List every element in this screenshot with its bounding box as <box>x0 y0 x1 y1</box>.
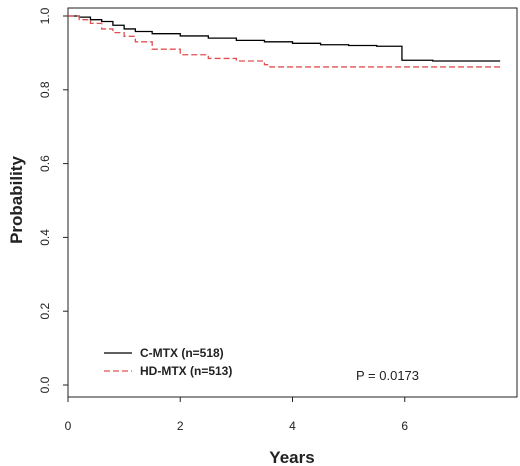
x-axis-title: Years <box>269 448 314 466</box>
x-axis: 0 2 4 6 <box>65 397 408 433</box>
y-axis: 0.0 0.2 0.4 0.6 0.8 1.0 <box>38 7 68 393</box>
series-lines <box>68 15 501 68</box>
y-tick-label: 0.6 <box>38 155 52 172</box>
y-tick-label: 0.4 <box>38 229 52 246</box>
p-value-annotation: P = 0.0173 <box>356 368 419 383</box>
y-tick-label: 0.0 <box>38 376 52 393</box>
series-line-c-mtx <box>68 15 501 62</box>
x-tick-label: 4 <box>289 419 296 433</box>
series-line-hd-mtx <box>68 15 501 68</box>
y-tick-label: 0.8 <box>38 81 52 98</box>
legend-label: HD-MTX (n=513) <box>140 364 232 378</box>
y-tick-label: 0.2 <box>38 303 52 320</box>
legend-label: C-MTX (n=518) <box>140 346 224 360</box>
x-tick-label: 0 <box>65 419 72 433</box>
x-tick-label: 6 <box>401 419 408 433</box>
x-tick-label: 2 <box>177 419 184 433</box>
y-axis-title: Probability <box>7 156 26 244</box>
legend: C-MTX (n=518) HD-MTX (n=513) <box>104 346 232 378</box>
y-tick-label: 1.0 <box>38 7 52 24</box>
